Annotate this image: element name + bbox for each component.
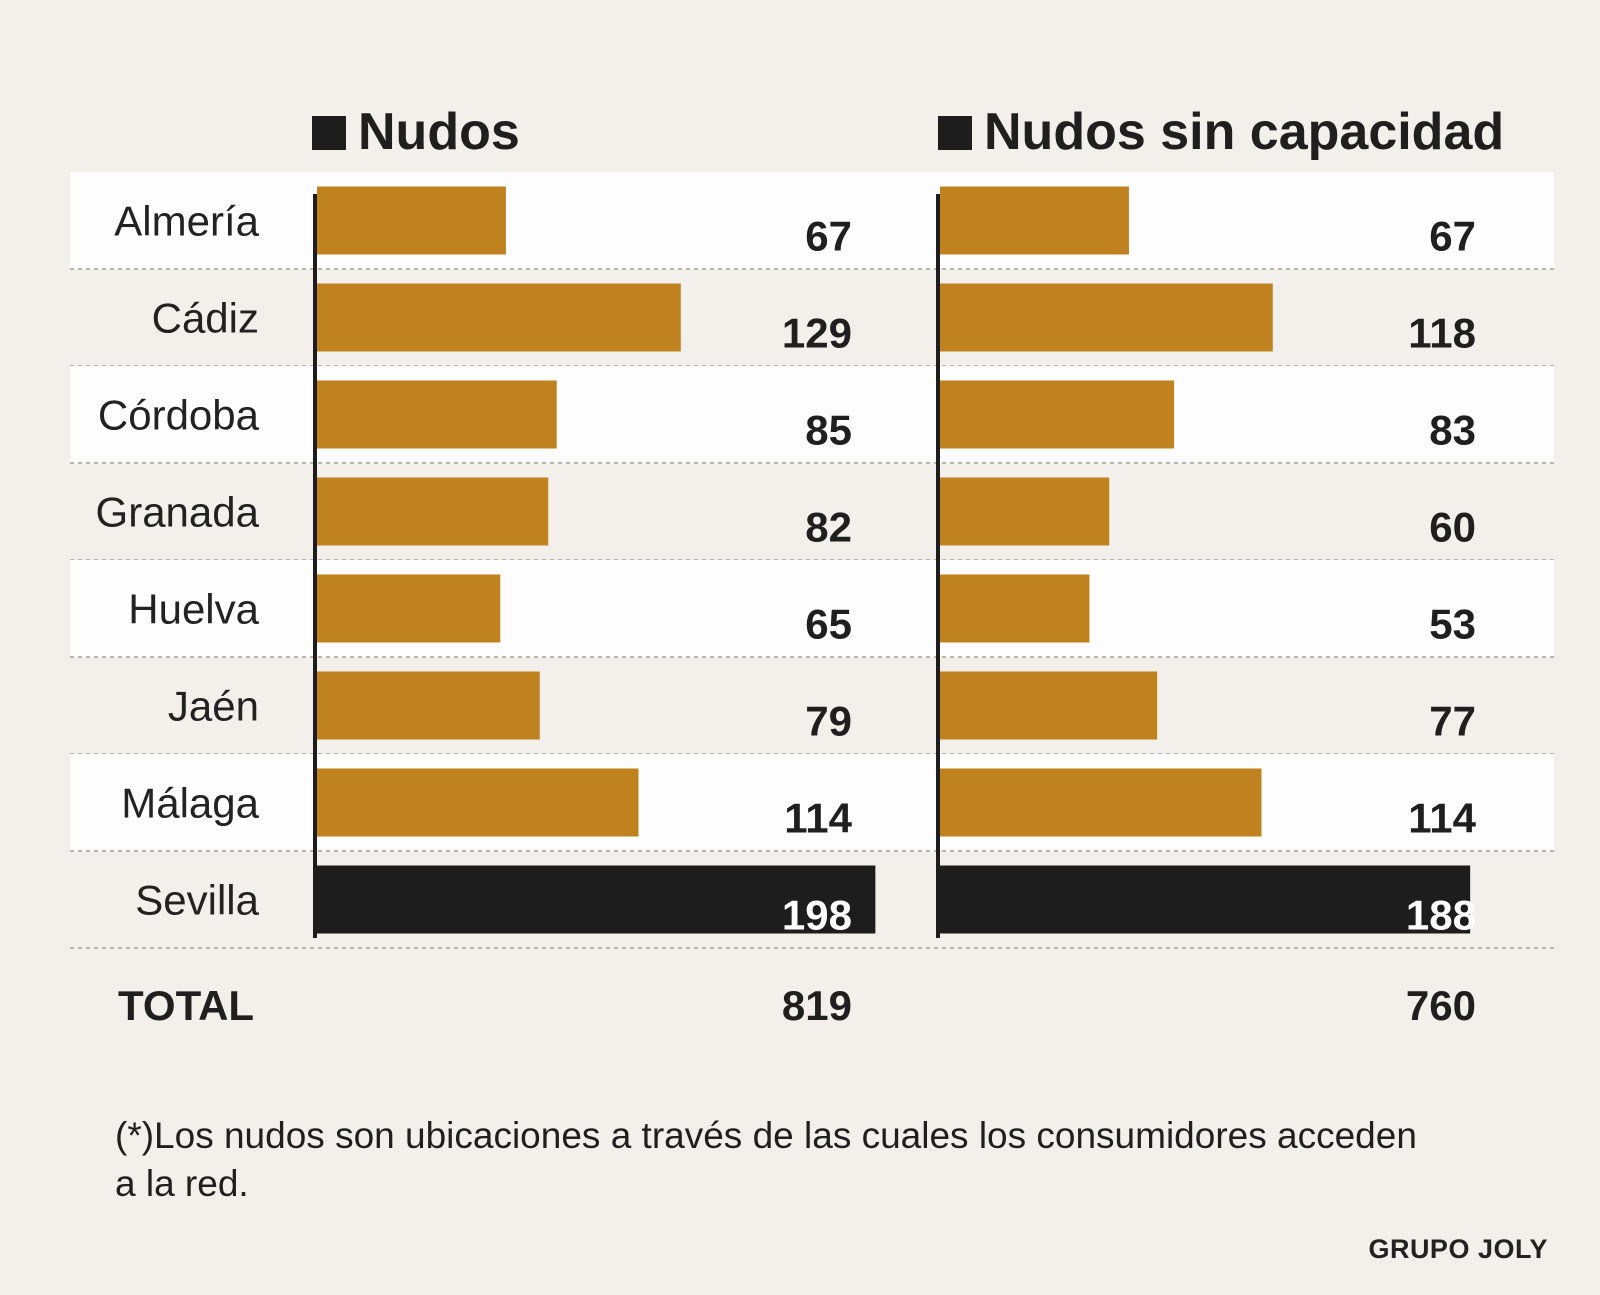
bar (940, 865, 1471, 934)
data-label: 118 (1408, 310, 1476, 357)
bar (317, 380, 557, 449)
data-label: 67 (1429, 213, 1476, 260)
data-label: 67 (805, 213, 852, 260)
data-label: 60 (1429, 504, 1476, 551)
total-value: 819 (782, 982, 852, 1029)
bar (317, 768, 639, 837)
data-label: 188 (1406, 892, 1476, 939)
data-label: 114 (784, 795, 852, 842)
data-label: 53 (1429, 601, 1476, 648)
bar (317, 186, 506, 255)
data-label: 129 (782, 310, 852, 357)
category-label: Córdoba (98, 392, 260, 439)
bar (940, 671, 1158, 740)
bar-chart: Almería Cádiz Córdoba Granada Huelva Jaén Mála… (70, 103, 1554, 1029)
data-label: 85 (805, 407, 852, 454)
bar (317, 283, 681, 352)
legend-square (312, 116, 346, 150)
bar (940, 768, 1262, 837)
data-label: 65 (805, 601, 852, 648)
bar (940, 574, 1090, 643)
bar (940, 186, 1129, 255)
source-credit: GRUPO JOLY (1368, 1234, 1548, 1264)
category-label: Granada (96, 489, 260, 536)
category-label: Huelva (128, 586, 259, 633)
bar (940, 477, 1110, 546)
data-label: 77 (1429, 698, 1476, 745)
bar (940, 380, 1175, 449)
legend-square (938, 116, 972, 150)
data-label: 83 (1429, 407, 1476, 454)
data-label: 114 (1408, 795, 1476, 842)
category-label: Sevilla (135, 877, 259, 924)
bar (317, 477, 549, 546)
bar (317, 574, 501, 643)
data-label: 79 (805, 698, 852, 745)
category-label: Almería (114, 198, 259, 245)
bar (940, 283, 1273, 352)
series-title: Nudos sin capacidad (984, 103, 1504, 161)
series-title: Nudos (358, 103, 520, 161)
data-label: 198 (782, 892, 852, 939)
category-label: Málaga (121, 780, 259, 827)
total-value: 760 (1406, 982, 1476, 1029)
bar (317, 865, 876, 934)
total-label: TOTAL (118, 982, 254, 1029)
category-label: Cádiz (152, 295, 259, 342)
category-label: Jaén (168, 683, 259, 730)
footnote: (*)Los nudos son ubicaciones a través de… (115, 1115, 1417, 1204)
data-label: 82 (805, 504, 852, 551)
bar (317, 671, 540, 740)
